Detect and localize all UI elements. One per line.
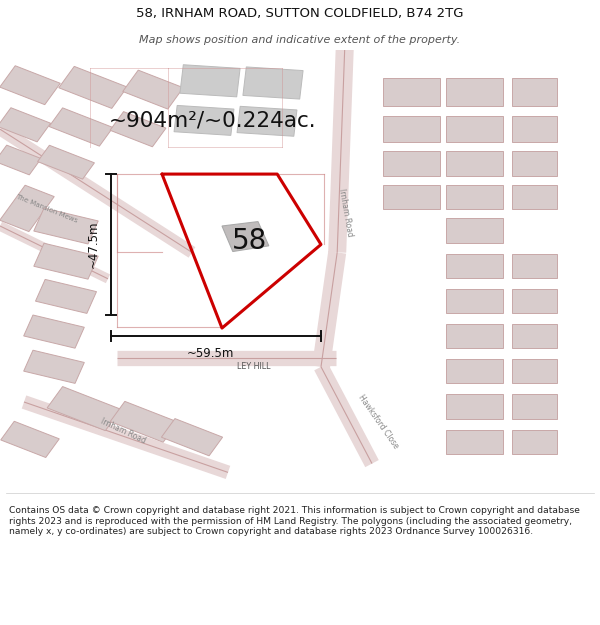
Polygon shape xyxy=(383,151,439,176)
Text: Contains OS data © Crown copyright and database right 2021. This information is : Contains OS data © Crown copyright and d… xyxy=(9,506,580,536)
Text: LEY HILL: LEY HILL xyxy=(237,362,271,371)
Polygon shape xyxy=(446,324,503,348)
Text: 58: 58 xyxy=(232,228,266,256)
Polygon shape xyxy=(1,421,59,457)
Polygon shape xyxy=(23,315,85,348)
Text: ~59.5m: ~59.5m xyxy=(187,347,233,360)
Polygon shape xyxy=(511,289,557,313)
Polygon shape xyxy=(511,429,557,454)
Polygon shape xyxy=(110,112,166,147)
Polygon shape xyxy=(511,185,557,209)
Polygon shape xyxy=(0,145,41,175)
Polygon shape xyxy=(511,254,557,278)
Polygon shape xyxy=(511,151,557,176)
Polygon shape xyxy=(110,401,178,442)
Polygon shape xyxy=(0,185,54,232)
Text: Map shows position and indicative extent of the property.: Map shows position and indicative extent… xyxy=(139,35,461,45)
Polygon shape xyxy=(35,279,97,313)
Polygon shape xyxy=(38,145,94,179)
Polygon shape xyxy=(511,78,557,106)
Polygon shape xyxy=(47,386,121,431)
Polygon shape xyxy=(446,429,503,454)
Polygon shape xyxy=(49,108,113,146)
Text: Hawksford Close: Hawksford Close xyxy=(356,393,400,451)
Polygon shape xyxy=(446,78,503,106)
Text: 58, IRNHAM ROAD, SUTTON COLDFIELD, B74 2TG: 58, IRNHAM ROAD, SUTTON COLDFIELD, B74 2… xyxy=(136,8,464,21)
Polygon shape xyxy=(123,70,183,109)
Polygon shape xyxy=(446,116,503,142)
Polygon shape xyxy=(383,185,439,209)
Polygon shape xyxy=(34,208,98,244)
Polygon shape xyxy=(446,359,503,383)
Polygon shape xyxy=(161,419,223,456)
Text: The Mansion Mews: The Mansion Mews xyxy=(15,193,79,224)
Polygon shape xyxy=(174,106,234,136)
Polygon shape xyxy=(446,185,503,209)
Polygon shape xyxy=(446,218,503,242)
Polygon shape xyxy=(383,78,439,106)
Polygon shape xyxy=(243,67,303,99)
Polygon shape xyxy=(511,324,557,348)
Polygon shape xyxy=(0,107,50,142)
Polygon shape xyxy=(511,394,557,419)
Polygon shape xyxy=(511,116,557,142)
Polygon shape xyxy=(446,289,503,313)
Polygon shape xyxy=(0,66,60,104)
Polygon shape xyxy=(446,394,503,419)
Polygon shape xyxy=(23,350,85,383)
Text: ~904m²/~0.224ac.: ~904m²/~0.224ac. xyxy=(109,111,317,131)
Polygon shape xyxy=(511,359,557,383)
Polygon shape xyxy=(383,116,439,142)
Text: Irnham Road: Irnham Road xyxy=(338,188,355,238)
Polygon shape xyxy=(222,222,269,251)
Polygon shape xyxy=(446,254,503,278)
Polygon shape xyxy=(59,66,127,108)
Polygon shape xyxy=(446,151,503,176)
Polygon shape xyxy=(237,106,297,136)
Polygon shape xyxy=(34,243,98,279)
Text: ~47.5m: ~47.5m xyxy=(87,221,100,268)
Polygon shape xyxy=(180,65,240,97)
Text: Irnham Road: Irnham Road xyxy=(99,416,147,445)
